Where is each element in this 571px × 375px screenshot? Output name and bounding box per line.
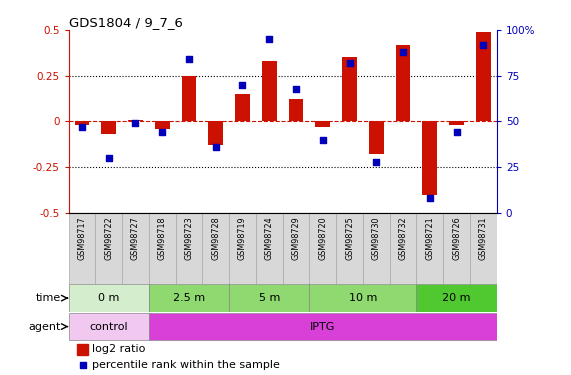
Text: GSM98718: GSM98718 xyxy=(158,216,167,260)
Text: log2 ratio: log2 ratio xyxy=(92,344,146,354)
Bar xyxy=(149,285,229,312)
Bar xyxy=(369,122,384,154)
Bar xyxy=(336,213,363,284)
Bar xyxy=(149,213,176,284)
Bar xyxy=(95,213,122,284)
Point xyxy=(399,49,408,55)
Text: GSM98726: GSM98726 xyxy=(452,216,461,260)
Bar xyxy=(363,213,389,284)
Point xyxy=(425,195,435,201)
Bar xyxy=(389,213,416,284)
Bar xyxy=(289,99,303,122)
Point xyxy=(78,362,87,368)
Text: agent: agent xyxy=(28,321,61,332)
Text: GSM98728: GSM98728 xyxy=(211,216,220,260)
Bar xyxy=(229,213,256,284)
Text: 5 m: 5 m xyxy=(259,293,280,303)
Bar xyxy=(75,122,89,125)
Bar xyxy=(342,57,357,122)
Text: GSM98727: GSM98727 xyxy=(131,216,140,260)
Text: GSM98729: GSM98729 xyxy=(292,216,300,260)
Bar xyxy=(69,285,149,312)
Point xyxy=(131,120,140,126)
Text: GSM98723: GSM98723 xyxy=(184,216,194,260)
Bar xyxy=(443,213,470,284)
Point xyxy=(238,82,247,88)
Bar xyxy=(262,61,276,122)
Text: GDS1804 / 9_7_6: GDS1804 / 9_7_6 xyxy=(69,16,182,29)
Bar xyxy=(416,213,443,284)
Text: GSM98731: GSM98731 xyxy=(479,216,488,260)
Bar xyxy=(202,213,229,284)
Text: 2.5 m: 2.5 m xyxy=(173,293,205,303)
Bar xyxy=(77,344,88,355)
Point xyxy=(211,144,220,150)
Point xyxy=(265,36,274,42)
Text: GSM98722: GSM98722 xyxy=(104,216,113,260)
Point xyxy=(184,56,194,62)
Bar xyxy=(208,122,223,145)
Bar xyxy=(315,122,330,127)
Point xyxy=(372,159,381,165)
Bar xyxy=(149,313,497,340)
Text: 10 m: 10 m xyxy=(349,293,377,303)
Bar xyxy=(69,313,149,340)
Bar xyxy=(229,285,309,312)
Text: GSM98730: GSM98730 xyxy=(372,216,381,260)
Point xyxy=(291,86,300,92)
Bar xyxy=(416,285,497,312)
Bar xyxy=(283,213,309,284)
Bar xyxy=(182,76,196,122)
Text: GSM98720: GSM98720 xyxy=(318,216,327,260)
Bar xyxy=(155,122,170,129)
Point xyxy=(158,129,167,135)
Text: 20 m: 20 m xyxy=(443,293,471,303)
Point xyxy=(104,155,113,161)
Point xyxy=(452,129,461,135)
Text: time: time xyxy=(35,293,61,303)
Text: GSM98725: GSM98725 xyxy=(345,216,354,260)
Point xyxy=(479,42,488,48)
Text: percentile rank within the sample: percentile rank within the sample xyxy=(92,360,280,369)
Point xyxy=(77,124,86,130)
Text: GSM98721: GSM98721 xyxy=(425,216,435,260)
Bar xyxy=(423,122,437,195)
Text: GSM98717: GSM98717 xyxy=(78,216,86,260)
Text: IPTG: IPTG xyxy=(310,321,336,332)
Bar xyxy=(101,122,116,134)
Bar xyxy=(396,45,411,122)
Text: control: control xyxy=(89,321,128,332)
Bar xyxy=(122,213,149,284)
Bar xyxy=(309,213,336,284)
Bar xyxy=(470,213,497,284)
Bar xyxy=(256,213,283,284)
Text: GSM98732: GSM98732 xyxy=(399,216,408,260)
Bar xyxy=(476,32,490,122)
Bar xyxy=(449,122,464,125)
Bar xyxy=(176,213,202,284)
Bar xyxy=(235,94,250,122)
Text: 0 m: 0 m xyxy=(98,293,119,303)
Point xyxy=(318,137,327,143)
Text: GSM98719: GSM98719 xyxy=(238,216,247,260)
Point xyxy=(345,60,354,66)
Bar xyxy=(309,285,416,312)
Bar xyxy=(69,213,95,284)
Bar xyxy=(128,120,143,122)
Text: GSM98724: GSM98724 xyxy=(265,216,274,260)
